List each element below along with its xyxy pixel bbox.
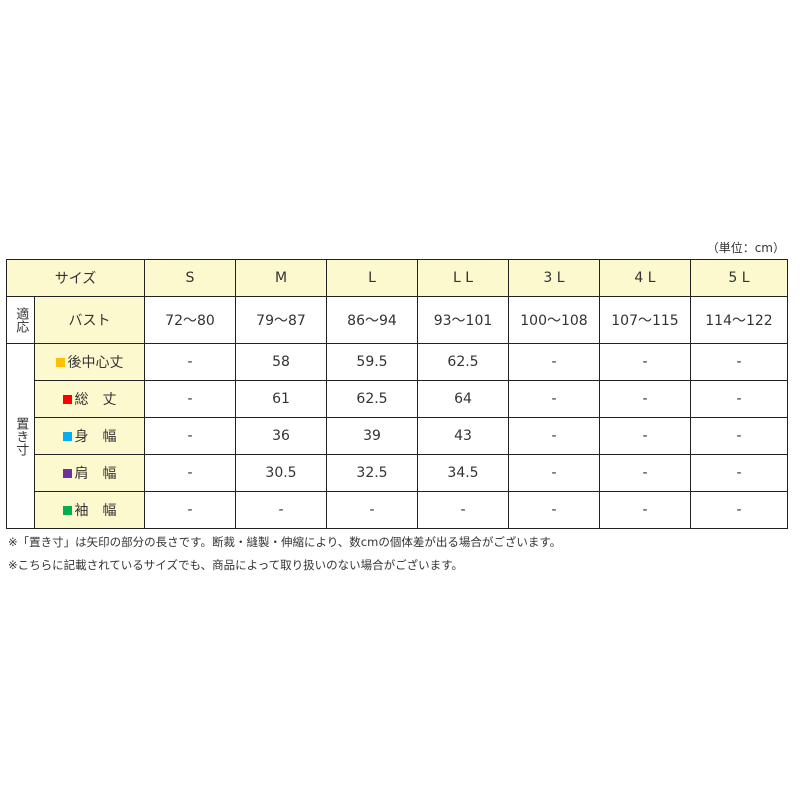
measure-value: - <box>144 491 236 529</box>
measure-value: - <box>417 491 509 529</box>
measure-row: 身 幅 -36 39 43- - - <box>7 417 788 455</box>
fit-group: 適応 <box>6 296 35 344</box>
bust-label: バスト <box>34 296 145 344</box>
measure-value: - <box>508 343 600 381</box>
measure-value: - <box>144 343 236 381</box>
measure-value: - <box>508 417 600 455</box>
measure-value: - <box>599 491 691 529</box>
measure-value: 34.5 <box>417 454 509 492</box>
bust-row: 適応 バスト 72〜80 79〜87 86〜94 93〜101 100〜108 107〜115… <box>6 296 788 344</box>
size-3: L L <box>417 259 509 297</box>
note-2: ※こちらに記載されているサイズでも、商品によって取り扱いのない場合がございます。 <box>8 558 464 572</box>
measure-value: 59.5 <box>326 343 418 381</box>
color-marker-icon <box>62 432 72 441</box>
measure-value: - <box>599 343 691 381</box>
size-2: L <box>326 259 418 297</box>
bust-value: 114〜122 <box>690 296 788 344</box>
measure-value: - <box>326 491 418 529</box>
measure-value: - <box>690 343 788 381</box>
color-marker-icon <box>62 506 72 515</box>
measure-value: - <box>690 417 788 455</box>
measure-label: 袖 幅 <box>74 503 117 519</box>
measure-label: 総 丈 <box>74 392 117 408</box>
measure-value: - <box>508 454 600 492</box>
measure-value: - <box>690 454 788 492</box>
measure-label: 後中心丈 <box>67 355 124 371</box>
measure-value: 62.5 <box>326 380 418 418</box>
bust-value: 86〜94 <box>326 296 418 344</box>
measure-value: 64 <box>417 380 509 418</box>
size-1: M <box>235 259 327 297</box>
note-1: ※「置き寸」は矢印の部分の長さです。断裁・縫製・伸縮により、数cmの個体差が出る… <box>8 535 562 549</box>
measure-value: - <box>599 380 691 418</box>
measure-row: 肩 幅 -30.5 32.5 34.5- - - <box>7 454 788 492</box>
measure-row: 置き寸 後中心丈 -58 59.5 62.5- - - <box>6 343 788 529</box>
measure-label: 肩 幅 <box>74 466 117 482</box>
measure-value: - <box>144 417 236 455</box>
measure-value: - <box>690 491 788 529</box>
measure-value: 61 <box>235 380 327 418</box>
bust-value: 93〜101 <box>417 296 509 344</box>
measure-label: 身 幅 <box>74 429 117 445</box>
measure-value: 43 <box>417 417 509 455</box>
measure-value: - <box>599 417 691 455</box>
size-4: 3 L <box>508 259 600 297</box>
measure-value: 36 <box>235 417 327 455</box>
measure-value: - <box>144 454 236 492</box>
size-6: 5 L <box>690 259 788 297</box>
bust-value: 79〜87 <box>235 296 327 344</box>
color-marker-icon <box>62 395 72 404</box>
measure-value: 32.5 <box>326 454 418 492</box>
measure-row: 袖 幅------- <box>7 491 788 529</box>
unit-label: （単位：cm） <box>706 241 785 255</box>
measure-value: - <box>690 380 788 418</box>
measure-value: 62.5 <box>417 343 509 381</box>
color-marker-icon <box>55 358 65 367</box>
measure-value: - <box>599 454 691 492</box>
size-header: サイズ <box>6 259 145 297</box>
measure-value: - <box>508 380 600 418</box>
measure-value: - <box>144 380 236 418</box>
measure-value: 58 <box>235 343 327 381</box>
bust-value: 72〜80 <box>144 296 236 344</box>
measure-group: 置き寸 <box>6 343 35 529</box>
bust-value: 100〜108 <box>508 296 600 344</box>
size-0: S <box>144 259 236 297</box>
measure-value: - <box>235 491 327 529</box>
size-5: 4 L <box>599 259 691 297</box>
bust-value: 107〜115 <box>599 296 691 344</box>
color-marker-icon <box>62 469 72 478</box>
measure-row: 総 丈 -61 62.5 64- - - <box>7 380 788 418</box>
measure-value: 39 <box>326 417 418 455</box>
measure-value: - <box>508 491 600 529</box>
measure-value: 30.5 <box>235 454 327 492</box>
